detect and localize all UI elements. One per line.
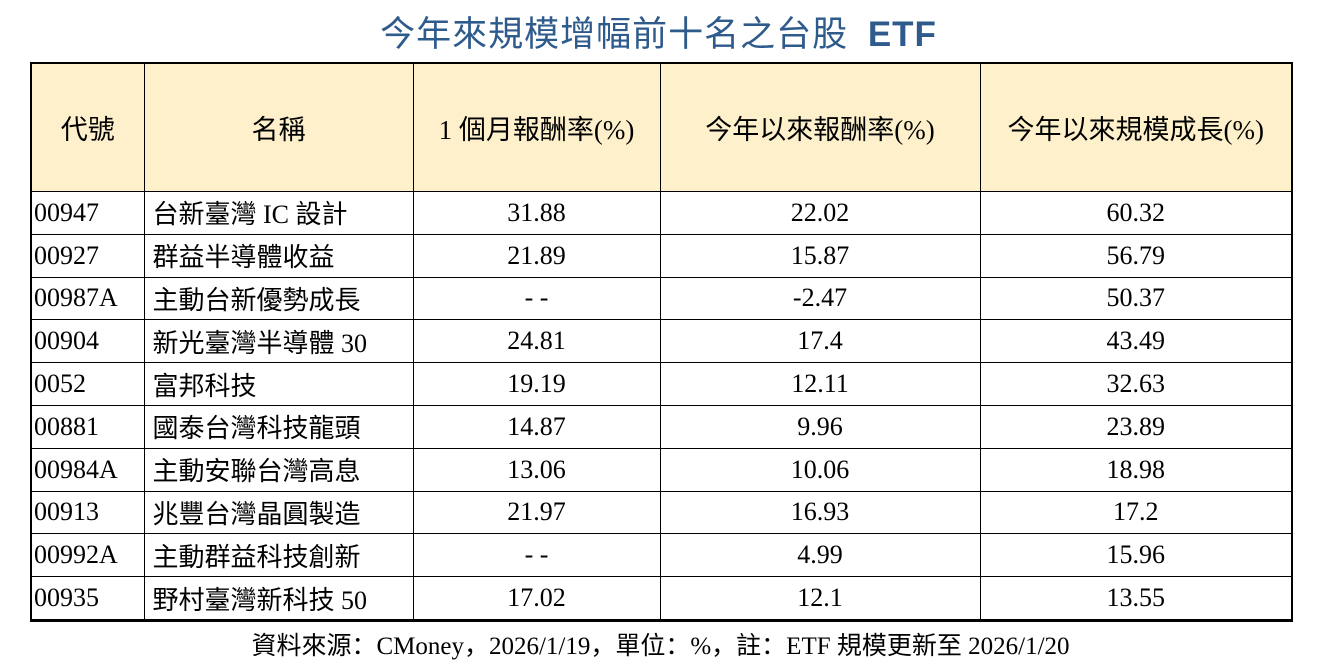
cell-ytd-return: 4.99 xyxy=(659,533,981,578)
cell-1m-return: 19.19 xyxy=(412,362,661,406)
table-header-row: 代號 名稱 1 個月報酬率(%) 今年以來報酬率(%) 今年以來規模成長(%) xyxy=(30,62,1293,192)
table-row: 00881 國泰台灣科技龍頭 14.87 9.96 23.89 xyxy=(30,404,1293,449)
cell-name: 主動台新優勢成長 xyxy=(143,276,414,321)
cell-ytd-return: 9.96 xyxy=(659,404,981,449)
cell-ytd-return: 22.02 xyxy=(659,191,981,235)
page-title-cjk: 今年來規模增幅前十名之台股 xyxy=(380,15,849,54)
cell-code: 00881 xyxy=(30,404,145,449)
cell-ytd-aum-growth: 43.49 xyxy=(979,319,1293,364)
cell-1m-return: - - xyxy=(412,276,661,321)
cell-ytd-aum-growth: 56.79 xyxy=(979,233,1293,278)
cell-ytd-aum-growth: 60.32 xyxy=(979,191,1293,235)
table-row: 00987A 主動台新優勢成長 - - -2.47 50.37 xyxy=(30,276,1293,321)
cell-ytd-aum-growth: 50.37 xyxy=(979,276,1293,321)
cell-code: 00947 xyxy=(30,191,145,235)
cell-ytd-return: 10.06 xyxy=(659,447,981,492)
cell-ytd-return: 12.1 xyxy=(659,576,981,621)
cell-code: 00992A xyxy=(30,533,145,578)
header-cell-name: 名稱 xyxy=(143,62,414,192)
table-row: 00935 野村臺灣新科技 50 17.02 12.1 13.55 xyxy=(30,576,1293,621)
table-row: 00984A 主動安聯台灣高息 13.06 10.06 18.98 xyxy=(30,447,1293,492)
cell-ytd-return: 12.11 xyxy=(659,362,981,406)
cell-name: 台新臺灣 IC 設計 xyxy=(143,191,414,235)
etf-table: 代號 名稱 1 個月報酬率(%) 今年以來報酬率(%) 今年以來規模成長(%) … xyxy=(30,62,1293,622)
cell-ytd-return: 16.93 xyxy=(659,490,981,535)
cell-ytd-return: 17.4 xyxy=(659,319,981,364)
cell-name: 群益半導體收益 xyxy=(143,233,414,278)
page-title: 今年來規模增幅前十名之台股 ETF xyxy=(0,6,1317,57)
cell-ytd-aum-growth: 17.2 xyxy=(979,490,1293,535)
cell-name: 富邦科技 xyxy=(143,362,414,406)
cell-ytd-return: 15.87 xyxy=(659,233,981,278)
table-row: 00927 群益半導體收益 21.89 15.87 56.79 xyxy=(30,233,1293,278)
table-row: 0052 富邦科技 19.19 12.11 32.63 xyxy=(30,362,1293,406)
cell-1m-return: 21.89 xyxy=(412,233,661,278)
cell-code: 00987A xyxy=(30,276,145,321)
cell-ytd-aum-growth: 32.63 xyxy=(979,362,1293,406)
cell-1m-return: 13.06 xyxy=(412,447,661,492)
cell-code: 00904 xyxy=(30,319,145,364)
header-cell-ytd-aum-growth: 今年以來規模成長(%) xyxy=(979,62,1293,192)
cell-code: 00935 xyxy=(30,576,145,621)
source-note: 資料來源：CMoney，2026/1/19，單位：%，註：ETF 規模更新至 2… xyxy=(251,633,1070,660)
cell-1m-return: 14.87 xyxy=(412,404,661,449)
cell-name: 國泰台灣科技龍頭 xyxy=(143,404,414,449)
table-body: 00947 台新臺灣 IC 設計 31.88 22.02 60.32 00927 群益半導體… xyxy=(30,191,1293,621)
cell-code: 0052 xyxy=(30,362,145,406)
cell-1m-return: 31.88 xyxy=(412,191,661,235)
cell-ytd-aum-growth: 18.98 xyxy=(979,447,1293,492)
table-row: 00913 兆豐台灣晶圓製造 21.97 16.93 17.2 xyxy=(30,490,1293,535)
cell-ytd-return: -2.47 xyxy=(659,276,981,321)
table-row: 00904 新光臺灣半導體 30 24.81 17.4 43.49 xyxy=(30,319,1293,364)
cell-1m-return: 24.81 xyxy=(412,319,661,364)
page-title-etf-suffix: ETF xyxy=(867,15,937,54)
table-row: 00947 台新臺灣 IC 設計 31.88 22.02 60.32 xyxy=(30,191,1293,235)
cell-code: 00927 xyxy=(30,233,145,278)
cell-1m-return: 17.02 xyxy=(412,576,661,621)
cell-name: 主動群益科技創新 xyxy=(143,533,414,578)
header-cell-code: 代號 xyxy=(30,62,145,192)
header-cell-ytd-return: 今年以來報酬率(%) xyxy=(659,62,981,192)
cell-code: 00913 xyxy=(30,490,145,535)
cell-1m-return: - - xyxy=(412,533,661,578)
cell-ytd-aum-growth: 13.55 xyxy=(979,576,1293,621)
cell-code: 00984A xyxy=(30,447,145,492)
cell-name: 兆豐台灣晶圓製造 xyxy=(143,490,414,535)
cell-ytd-aum-growth: 15.96 xyxy=(979,533,1293,578)
cell-name: 新光臺灣半導體 30 xyxy=(143,319,414,364)
cell-1m-return: 21.97 xyxy=(412,490,661,535)
cell-name: 主動安聯台灣高息 xyxy=(143,447,414,492)
table-row: 00992A 主動群益科技創新 - -4.99 15.96 xyxy=(30,533,1293,578)
cell-ytd-aum-growth: 23.89 xyxy=(979,404,1293,449)
header-cell-1m-return: 1 個月報酬率(%) xyxy=(412,62,661,192)
cell-name: 野村臺灣新科技 50 xyxy=(143,576,414,621)
